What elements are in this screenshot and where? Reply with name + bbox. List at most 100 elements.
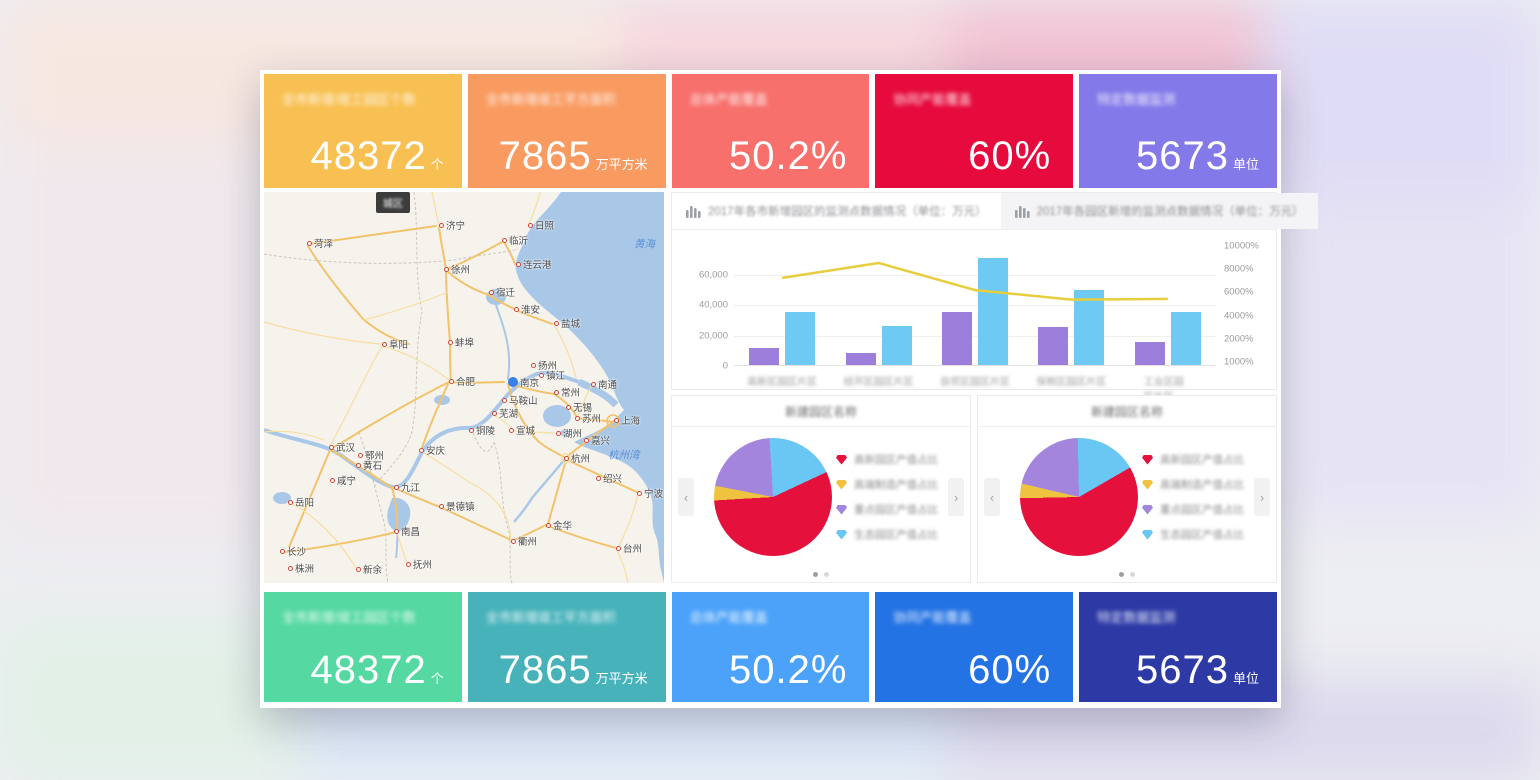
map-city-label: 南昌 — [394, 524, 420, 538]
map-city-label: 常州 — [554, 385, 580, 399]
city-dot-icon — [554, 389, 559, 395]
map-city-label: 杭州 — [564, 451, 590, 465]
y-axis-label-right: 8000% — [1224, 263, 1254, 275]
bar[interactable] — [942, 311, 972, 365]
city-dot-icon — [616, 545, 621, 551]
map-panel[interactable]: 济宁 菏泽 临沂 日照 连云港 徐州 宿迁 淮安 盐城 蚌埠 阜阳 合肥 扬州 镇江 南京 常州 南通 无锡 苏州上… — [264, 192, 664, 583]
bar[interactable] — [978, 257, 1008, 365]
stat-card[interactable]: 总体产能覆盖 50.2% — [671, 74, 870, 188]
legend-item[interactable]: 高新园区产值占比 — [836, 452, 938, 467]
bar[interactable] — [749, 348, 780, 365]
bar[interactable] — [881, 326, 912, 365]
carousel-next-button[interactable]: › — [948, 478, 964, 516]
legend-item[interactable]: 高端制造产值占比 — [1142, 477, 1244, 492]
city-dot-icon — [406, 561, 411, 567]
legend-item[interactable]: 重点园区产值占比 — [836, 502, 938, 517]
legend-item[interactable]: 生态园区产值占比 — [836, 527, 938, 542]
city-dot-icon — [539, 372, 544, 378]
carousel-next-button[interactable]: › — [1254, 478, 1270, 516]
map-city-label: 黄石 — [356, 458, 382, 472]
map-city-label: 武汉 — [329, 440, 355, 454]
legend-label: 生态园区产值占比 — [1160, 529, 1244, 541]
y-axis-label-left: 20,000 — [698, 330, 728, 341]
city-dot-icon — [492, 410, 497, 416]
map-city-label: 上海 — [614, 413, 640, 427]
map-city-label: 菏泽 — [307, 236, 333, 250]
carousel-prev-button[interactable]: ‹ — [984, 478, 1000, 516]
bar[interactable] — [785, 311, 816, 365]
map-city-label: 宁波 — [637, 486, 663, 500]
map-city-label: 日照 — [528, 218, 554, 232]
bar-chart-icon — [1014, 206, 1030, 218]
stat-card[interactable]: 全市新增/竣工园区个数 48372 个 — [264, 74, 462, 188]
city-dot-icon — [288, 499, 293, 505]
stat-card[interactable]: 全市新增/竣工园区个数 48372 个 — [264, 592, 462, 702]
gem-icon — [836, 529, 847, 540]
tab-chart-1[interactable]: 2017年各市新增园区的监测点数据情况（单位：万元） — [672, 193, 1001, 229]
map-city-label: 金华 — [546, 518, 572, 532]
stat-card-title: 全市新增竣工平方面积 — [485, 92, 616, 107]
map-city-label: 淮安 — [514, 302, 540, 316]
pagination-dots[interactable] — [672, 572, 970, 577]
stat-card-title: 协同产能覆盖 — [893, 92, 972, 107]
stat-card[interactable]: 特定数据监测 5673 单位 — [1079, 74, 1277, 188]
city-dot-icon — [514, 306, 519, 312]
pie-title: 新建园区名称 — [672, 396, 970, 427]
stat-card-title: 特定数据监测 — [1097, 92, 1176, 107]
stat-card[interactable]: 协同产能覆盖 60% — [875, 74, 1074, 188]
y-axis-label-right: 2000% — [1224, 333, 1254, 345]
city-dot-icon — [591, 381, 596, 387]
pagination-dots[interactable] — [978, 572, 1276, 577]
pie-panel-2: 新建园区名称 ‹ 高新园区产值占比 高端制造产值占比 重点园区产值占比 生态园区产值占… — [977, 395, 1277, 583]
city-dot-icon — [444, 266, 449, 272]
carousel-prev-button[interactable]: ‹ — [678, 478, 694, 516]
stat-card[interactable]: 特定数据监测 5673 单位 — [1079, 592, 1277, 702]
y-axis-label-right: 1000% — [1224, 356, 1254, 368]
bar[interactable] — [845, 352, 876, 365]
y-axis-label-left: 60,000 — [698, 269, 728, 280]
stat-card[interactable]: 全市新增竣工平方面积 7865 万平方米 — [467, 592, 666, 702]
line-series — [782, 261, 1168, 301]
stat-card[interactable]: 总体产能覆盖 50.2% — [671, 592, 870, 702]
bar[interactable] — [1074, 289, 1105, 365]
city-dot-icon — [509, 427, 514, 433]
bar[interactable] — [1134, 341, 1165, 365]
stat-card-title: 特定数据监测 — [1097, 610, 1176, 625]
city-dot-icon — [419, 447, 424, 453]
x-axis-label: 自贸区园区片区 — [940, 377, 1010, 388]
pie-chart-2[interactable] — [1020, 438, 1138, 556]
legend-label: 高端制造产值占比 — [854, 479, 938, 491]
stat-card[interactable]: 协同产能覆盖 60% — [875, 592, 1074, 702]
bar-chart-plot: 60,000 40,000 20,000 0 10000% 8000% 6000% 4000%… — [699, 241, 1259, 404]
map-city-label: 宿迁 — [489, 285, 515, 299]
city-dot-icon — [502, 237, 507, 243]
city-dot-icon — [356, 566, 361, 572]
legend-item[interactable]: 重点园区产值占比 — [1142, 502, 1244, 517]
city-dot-icon — [489, 289, 494, 295]
legend-item[interactable]: 生态园区产值占比 — [1142, 527, 1244, 542]
bottom-cards-row: 全市新增/竣工园区个数 48372 个 全市新增竣工平方面积 7865 万平方米 总… — [264, 592, 1277, 702]
legend-label: 高端制造产值占比 — [1160, 479, 1244, 491]
y-axis-label-right: 10000% — [1224, 240, 1259, 252]
map-city-label: 株洲 — [288, 561, 314, 575]
stat-card[interactable]: 全市新增竣工平方面积 7865 万平方米 — [467, 74, 666, 188]
water-label: 杭州湾 — [608, 449, 640, 462]
stat-card-value: 7865 — [498, 648, 592, 692]
tab-chart-2[interactable]: 2017年各园区新增的监测点数据情况（单位：万元） — [1000, 193, 1318, 229]
bar[interactable] — [1038, 327, 1069, 365]
bar[interactable] — [1170, 311, 1201, 365]
map-city-label: 抚州 — [406, 557, 432, 571]
map-city-label: 扬州 — [531, 358, 557, 372]
stat-card-unit: 个 — [430, 157, 444, 172]
city-dot-icon — [382, 341, 387, 347]
pie-chart-1[interactable] — [714, 438, 832, 556]
legend-item[interactable]: 高新园区产值占比 — [1142, 452, 1244, 467]
map-city-label: 鄂州 — [358, 448, 384, 462]
legend-item[interactable]: 高端制造产值占比 — [836, 477, 938, 492]
city-dot-icon — [307, 240, 312, 246]
map-city-label: 咸宁 — [330, 473, 356, 487]
x-axis-label: 保税区园区片区 — [1036, 377, 1107, 388]
gem-icon — [836, 504, 847, 515]
city-dot-icon — [394, 484, 399, 490]
stat-card-value: 60% — [968, 648, 1052, 692]
